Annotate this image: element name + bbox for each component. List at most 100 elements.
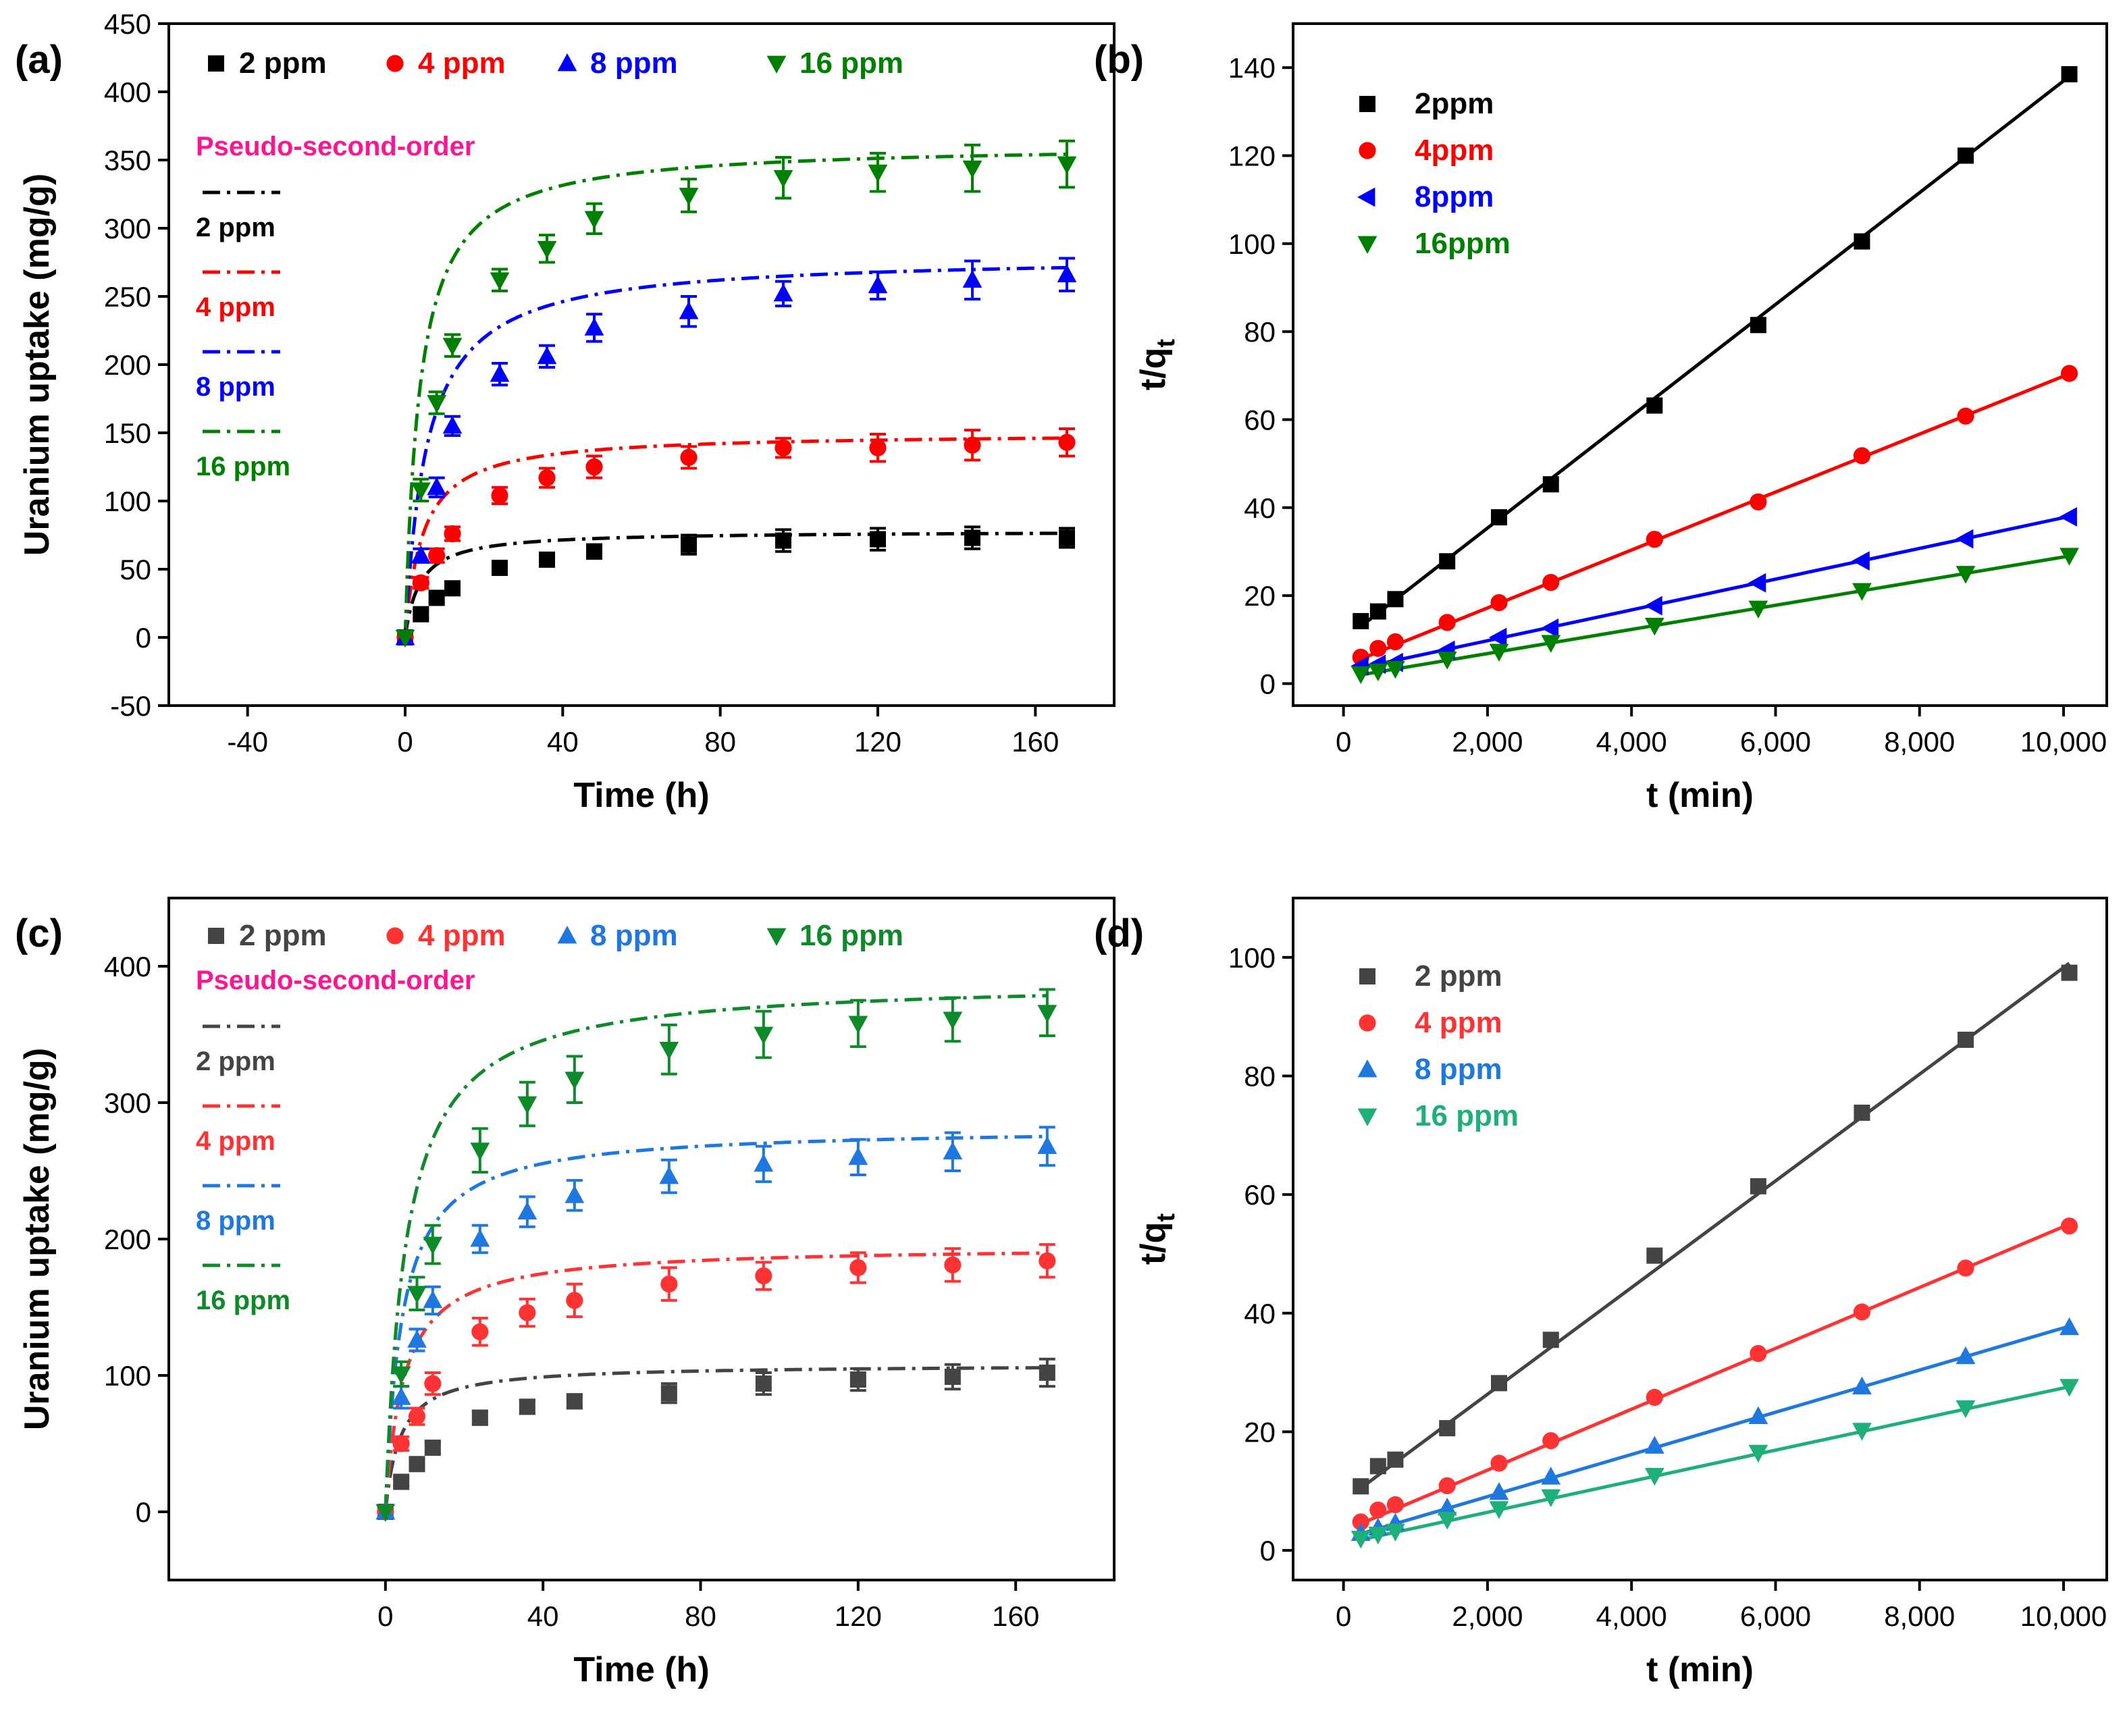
fit-curve	[403, 152, 1068, 638]
fit-curve	[384, 1366, 1047, 1513]
panel-label: (c)	[15, 912, 63, 955]
fit-legend-title: Pseudo-second-order	[196, 132, 475, 161]
data-point	[490, 364, 510, 382]
data-point	[754, 1026, 774, 1045]
data-point	[868, 275, 888, 294]
data-point	[2060, 365, 2078, 382]
panel-a: -40 0 40 80 120 160 -50 0 50 100 150 200 250 300 350 40…	[15, 8, 1116, 815]
legend-marker	[208, 928, 224, 944]
y-tick-label: 100	[1228, 942, 1276, 974]
y-tick-label: 80	[1244, 1060, 1276, 1092]
fit-curve	[384, 1251, 1047, 1513]
data-point	[870, 531, 886, 548]
legend-marker	[1359, 96, 1375, 112]
data-point	[1541, 1467, 1561, 1485]
legend-marker	[766, 928, 787, 946]
fit-line	[1360, 554, 2070, 677]
data-point	[1369, 1458, 1386, 1475]
data-point	[392, 1435, 410, 1452]
data-point	[868, 164, 888, 183]
data-point	[411, 545, 431, 564]
data-point	[442, 338, 463, 356]
data-point	[537, 346, 557, 365]
fit-line	[1360, 1385, 2070, 1542]
fit-line	[1359, 962, 2071, 1490]
data-point	[681, 536, 697, 553]
y-tick-label: 100	[1228, 228, 1276, 260]
y-tick-label: 200	[104, 349, 151, 381]
legend-label: 8 ppm	[590, 47, 678, 80]
data-point	[565, 1185, 585, 1203]
data-point	[1646, 531, 1663, 548]
data-point	[944, 1256, 962, 1273]
data-point	[660, 1385, 677, 1402]
data-point	[412, 574, 429, 591]
data-point	[1039, 1252, 1056, 1269]
data-point	[584, 317, 604, 336]
legend-marker	[1359, 968, 1375, 984]
data-point	[1490, 594, 1508, 612]
panel-d: 0 2,000 4,000 6,000 8,000 10,000 0 20 40 60 80 100 t…	[1094, 897, 2108, 1689]
fit-legend-title: Pseudo-second-order	[196, 966, 475, 995]
data-point	[1490, 509, 1507, 526]
data-point	[1541, 1489, 1561, 1508]
data-point	[1852, 583, 1872, 601]
data-point	[1748, 573, 1766, 593]
y-tick-label: 200	[104, 1224, 151, 1255]
legend-marker	[208, 55, 224, 72]
x-axis-title: t (min)	[1646, 1650, 1754, 1689]
x-tick-label: 4,000	[1596, 726, 1667, 758]
y-tick-label: 0	[136, 1496, 151, 1528]
data-point	[775, 439, 792, 456]
data-point	[2059, 507, 2077, 527]
data-point	[659, 1041, 679, 1060]
data-point	[444, 525, 461, 543]
y-axis-title-subscript: t	[1152, 339, 1180, 348]
legend-label: 16 ppm	[799, 919, 903, 952]
data-point	[427, 395, 447, 413]
data-point	[1437, 1512, 1457, 1530]
y-tick-label: 100	[104, 485, 151, 517]
legend-marker	[1359, 142, 1376, 159]
panel-label: (b)	[1094, 38, 1144, 82]
data-point	[407, 1286, 427, 1304]
plot-area	[1350, 65, 2079, 685]
legend-label: 16 ppm	[799, 47, 903, 80]
x-tick-label: 0	[1336, 726, 1351, 758]
fit-line	[1360, 1222, 2070, 1525]
data-point	[1646, 1247, 1663, 1264]
legend-marker	[557, 926, 577, 944]
data-point	[538, 469, 556, 487]
y-tick-label: 50	[120, 554, 151, 585]
data-point	[408, 1408, 426, 1425]
data-point	[964, 529, 980, 546]
y-tick-label: 400	[104, 951, 151, 982]
data-point	[1439, 1420, 1456, 1437]
data-point	[1750, 317, 1766, 334]
y-axis-title: t/qt	[1134, 1213, 1180, 1265]
data-point	[943, 1141, 963, 1160]
data-point	[517, 1201, 537, 1219]
y-axis-title: Uranium uptake (mg/g)	[18, 1048, 57, 1430]
y-tick-label: 150	[104, 417, 151, 449]
y-tick-label: 400	[104, 76, 151, 108]
data-point	[586, 543, 602, 560]
legend-label: 8 ppm	[590, 919, 678, 952]
x-tick-label: 6,000	[1740, 1600, 1811, 1632]
fit-line	[1360, 515, 2070, 670]
data-point	[775, 532, 791, 549]
y-tick-label: 140	[1228, 52, 1276, 84]
legend-marker	[1359, 1014, 1376, 1032]
legend-marker	[386, 55, 404, 72]
data-point	[1437, 1497, 1457, 1516]
data-point	[1369, 639, 1387, 657]
x-tick-label: 8,000	[1884, 726, 1955, 758]
x-tick-label: 4,000	[1596, 1600, 1667, 1632]
x-tick-label: 2,000	[1452, 726, 1523, 758]
data-point	[659, 1166, 679, 1184]
data-point	[1956, 566, 1976, 584]
x-tick-label: 120	[854, 726, 901, 758]
data-point	[409, 1456, 425, 1473]
data-point	[1956, 1346, 1976, 1365]
data-point	[1748, 600, 1768, 619]
